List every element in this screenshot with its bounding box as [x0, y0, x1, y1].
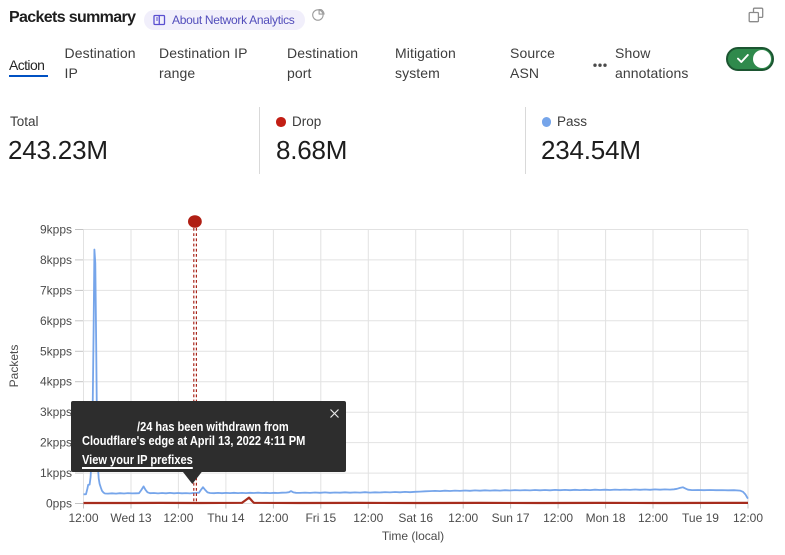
svg-text:3kpps: 3kpps — [40, 405, 72, 419]
svg-text:12:00: 12:00 — [68, 511, 98, 525]
svg-text:2kpps: 2kpps — [40, 436, 72, 450]
svg-text:Time (local): Time (local) — [382, 529, 444, 543]
svg-text:Wed 13: Wed 13 — [110, 511, 151, 525]
svg-text:12:00: 12:00 — [353, 511, 383, 525]
svg-text:9kpps: 9kpps — [40, 223, 72, 237]
svg-text:12:00: 12:00 — [638, 511, 668, 525]
svg-text:Sat 16: Sat 16 — [398, 511, 433, 525]
svg-text:12:00: 12:00 — [448, 511, 478, 525]
svg-text:12:00: 12:00 — [163, 511, 193, 525]
svg-text:Packets: Packets — [7, 345, 21, 388]
svg-text:Mon 18: Mon 18 — [586, 511, 626, 525]
svg-text:Sun 17: Sun 17 — [492, 511, 530, 525]
svg-text:12:00: 12:00 — [543, 511, 573, 525]
svg-text:1kpps: 1kpps — [40, 466, 72, 480]
svg-text:4kpps: 4kpps — [40, 375, 72, 389]
svg-text:6kpps: 6kpps — [40, 314, 72, 328]
svg-text:12:00: 12:00 — [258, 511, 288, 525]
svg-text:5kpps: 5kpps — [40, 344, 72, 358]
svg-text:Tue 19: Tue 19 — [682, 511, 719, 525]
svg-text:0pps: 0pps — [46, 497, 72, 511]
svg-text:12:00: 12:00 — [733, 511, 763, 525]
svg-text:8kpps: 8kpps — [40, 253, 72, 267]
svg-text:Fri 15: Fri 15 — [305, 511, 336, 525]
svg-text:Thu 14: Thu 14 — [207, 511, 245, 525]
svg-text:7kpps: 7kpps — [40, 283, 72, 297]
